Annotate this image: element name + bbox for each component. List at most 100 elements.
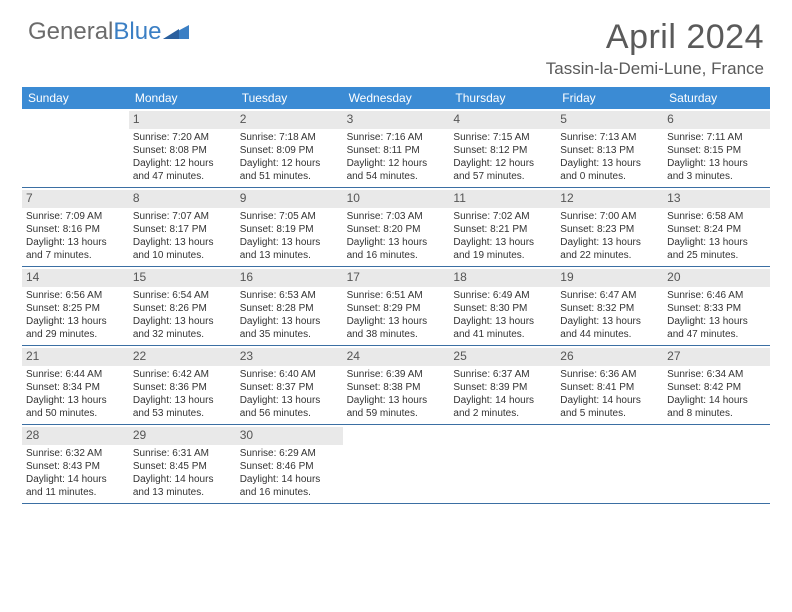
day-number: 12 (556, 190, 663, 208)
sunrise-text: Sunrise: 7:15 AM (453, 131, 552, 144)
day-cell (663, 425, 770, 503)
daylight-text: Daylight: 13 hours and 32 minutes. (133, 315, 232, 341)
sunrise-text: Sunrise: 7:00 AM (560, 210, 659, 223)
day-number: 10 (343, 190, 450, 208)
dow-header: Monday (129, 87, 236, 109)
day-cell: 25Sunrise: 6:37 AMSunset: 8:39 PMDayligh… (449, 346, 556, 424)
dow-header: Wednesday (343, 87, 450, 109)
day-number: 11 (449, 190, 556, 208)
sunrise-text: Sunrise: 6:36 AM (560, 368, 659, 381)
day-cell (343, 425, 450, 503)
day-cell: 14Sunrise: 6:56 AMSunset: 8:25 PMDayligh… (22, 267, 129, 345)
day-cell: 28Sunrise: 6:32 AMSunset: 8:43 PMDayligh… (22, 425, 129, 503)
day-number: 22 (129, 348, 236, 366)
dow-header: Thursday (449, 87, 556, 109)
day-number: 9 (236, 190, 343, 208)
daylight-text: Daylight: 13 hours and 16 minutes. (347, 236, 446, 262)
sunset-text: Sunset: 8:29 PM (347, 302, 446, 315)
sunrise-text: Sunrise: 6:39 AM (347, 368, 446, 381)
day-number (663, 427, 770, 429)
day-cell: 21Sunrise: 6:44 AMSunset: 8:34 PMDayligh… (22, 346, 129, 424)
daylight-text: Daylight: 13 hours and 7 minutes. (26, 236, 125, 262)
sunrise-text: Sunrise: 7:05 AM (240, 210, 339, 223)
day-number: 6 (663, 111, 770, 129)
sunset-text: Sunset: 8:26 PM (133, 302, 232, 315)
brand-part2: Blue (113, 18, 161, 46)
day-number: 25 (449, 348, 556, 366)
day-number: 18 (449, 269, 556, 287)
day-cell: 20Sunrise: 6:46 AMSunset: 8:33 PMDayligh… (663, 267, 770, 345)
daylight-text: Daylight: 12 hours and 51 minutes. (240, 157, 339, 183)
day-number: 23 (236, 348, 343, 366)
sunrise-text: Sunrise: 6:42 AM (133, 368, 232, 381)
dow-header: Tuesday (236, 87, 343, 109)
day-cell: 7Sunrise: 7:09 AMSunset: 8:16 PMDaylight… (22, 188, 129, 266)
daylight-text: Daylight: 13 hours and 3 minutes. (667, 157, 766, 183)
logo-mark-icon (163, 18, 189, 46)
sunrise-text: Sunrise: 7:20 AM (133, 131, 232, 144)
day-number: 3 (343, 111, 450, 129)
day-cell: 23Sunrise: 6:40 AMSunset: 8:37 PMDayligh… (236, 346, 343, 424)
day-cell: 17Sunrise: 6:51 AMSunset: 8:29 PMDayligh… (343, 267, 450, 345)
daylight-text: Daylight: 13 hours and 22 minutes. (560, 236, 659, 262)
day-number: 8 (129, 190, 236, 208)
daylight-text: Daylight: 14 hours and 13 minutes. (133, 473, 232, 499)
sunset-text: Sunset: 8:38 PM (347, 381, 446, 394)
day-number: 30 (236, 427, 343, 445)
sunset-text: Sunset: 8:17 PM (133, 223, 232, 236)
day-cell: 2Sunrise: 7:18 AMSunset: 8:09 PMDaylight… (236, 109, 343, 187)
sunset-text: Sunset: 8:28 PM (240, 302, 339, 315)
day-cell: 18Sunrise: 6:49 AMSunset: 8:30 PMDayligh… (449, 267, 556, 345)
daylight-text: Daylight: 12 hours and 47 minutes. (133, 157, 232, 183)
day-cell: 27Sunrise: 6:34 AMSunset: 8:42 PMDayligh… (663, 346, 770, 424)
day-cell: 8Sunrise: 7:07 AMSunset: 8:17 PMDaylight… (129, 188, 236, 266)
day-cell: 30Sunrise: 6:29 AMSunset: 8:46 PMDayligh… (236, 425, 343, 503)
day-cell (449, 425, 556, 503)
header: GeneralBlue April 2024 Tassin-la-Demi-Lu… (0, 0, 792, 87)
day-cell: 6 Sunrise: 7:11 AMSunset: 8:15 PMDaylight… (663, 109, 770, 187)
sunset-text: Sunset: 8:36 PM (133, 381, 232, 394)
day-number: 29 (129, 427, 236, 445)
sunset-text: Sunset: 8:42 PM (667, 381, 766, 394)
sunrise-text: Sunrise: 6:44 AM (26, 368, 125, 381)
day-number: 4 (449, 111, 556, 129)
daylight-text: Daylight: 14 hours and 2 minutes. (453, 394, 552, 420)
day-number: 13 (663, 190, 770, 208)
sunrise-text: Sunrise: 6:54 AM (133, 289, 232, 302)
calendar: Sunday Monday Tuesday Wednesday Thursday… (0, 87, 792, 504)
daylight-text: Daylight: 14 hours and 5 minutes. (560, 394, 659, 420)
day-cell: 1Sunrise: 7:20 AMSunset: 8:08 PMDaylight… (129, 109, 236, 187)
day-number: 28 (22, 427, 129, 445)
day-number: 19 (556, 269, 663, 287)
sunset-text: Sunset: 8:16 PM (26, 223, 125, 236)
sunset-text: Sunset: 8:41 PM (560, 381, 659, 394)
day-number: 16 (236, 269, 343, 287)
daylight-text: Daylight: 13 hours and 35 minutes. (240, 315, 339, 341)
sunrise-text: Sunrise: 6:47 AM (560, 289, 659, 302)
daylight-text: Daylight: 12 hours and 54 minutes. (347, 157, 446, 183)
sunrise-text: Sunrise: 7:13 AM (560, 131, 659, 144)
daylight-text: Daylight: 12 hours and 57 minutes. (453, 157, 552, 183)
day-cell (22, 109, 129, 187)
day-cell: 24Sunrise: 6:39 AMSunset: 8:38 PMDayligh… (343, 346, 450, 424)
sunrise-text: Sunrise: 6:40 AM (240, 368, 339, 381)
sunset-text: Sunset: 8:21 PM (453, 223, 552, 236)
sunset-text: Sunset: 8:46 PM (240, 460, 339, 473)
weeks-container: 1Sunrise: 7:20 AMSunset: 8:08 PMDaylight… (22, 109, 770, 504)
sunset-text: Sunset: 8:45 PM (133, 460, 232, 473)
daylight-text: Daylight: 13 hours and 47 minutes. (667, 315, 766, 341)
day-number: 15 (129, 269, 236, 287)
sunset-text: Sunset: 8:15 PM (667, 144, 766, 157)
sunset-text: Sunset: 8:43 PM (26, 460, 125, 473)
sunrise-text: Sunrise: 6:34 AM (667, 368, 766, 381)
brand-part1: General (28, 18, 113, 46)
day-number: 26 (556, 348, 663, 366)
day-number: 1 (129, 111, 236, 129)
sunrise-text: Sunrise: 7:11 AM (667, 131, 766, 144)
daylight-text: Daylight: 13 hours and 19 minutes. (453, 236, 552, 262)
daylight-text: Daylight: 14 hours and 16 minutes. (240, 473, 339, 499)
day-cell: 10Sunrise: 7:03 AMSunset: 8:20 PMDayligh… (343, 188, 450, 266)
week-row: 14Sunrise: 6:56 AMSunset: 8:25 PMDayligh… (22, 267, 770, 346)
day-cell (556, 425, 663, 503)
day-cell: 29Sunrise: 6:31 AMSunset: 8:45 PMDayligh… (129, 425, 236, 503)
